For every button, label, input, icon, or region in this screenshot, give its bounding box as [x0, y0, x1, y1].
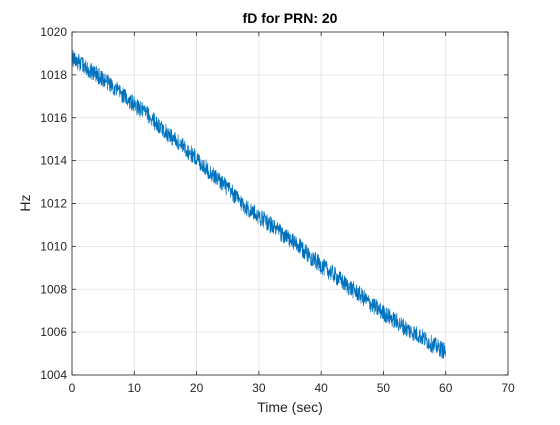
series-line — [71, 49, 447, 359]
y-tick-label: 1020 — [40, 25, 67, 39]
x-tick-label: 20 — [190, 381, 204, 395]
tick-layer: 0 10 20 30 40 50 60 701004100610081010101210141… — [40, 25, 515, 395]
chart-title: fD for PRN: 20 — [243, 10, 338, 26]
x-tick-label: 50 — [377, 381, 391, 395]
y-tick-label: 1010 — [40, 239, 67, 253]
x-tick-label: 70 — [501, 381, 515, 395]
x-axis-title: Time (sec) — [257, 399, 323, 415]
y-tick-label: 1006 — [40, 325, 67, 339]
x-tick-label: 30 — [252, 381, 266, 395]
y-tick-label: 1016 — [40, 111, 67, 125]
y-tick-label: 1004 — [40, 368, 67, 382]
y-tick-label: 1008 — [40, 282, 67, 296]
y-tick-label: 1018 — [40, 68, 67, 82]
y-tick-label: 1014 — [40, 154, 67, 168]
y-axis-title: Hz — [17, 194, 33, 211]
series-layer — [71, 49, 447, 359]
x-tick-label: 40 — [314, 381, 328, 395]
x-tick-label: 10 — [128, 381, 142, 395]
x-tick-label: 60 — [439, 381, 453, 395]
x-tick-label: 0 — [69, 381, 76, 395]
y-tick-label: 1012 — [40, 197, 67, 211]
